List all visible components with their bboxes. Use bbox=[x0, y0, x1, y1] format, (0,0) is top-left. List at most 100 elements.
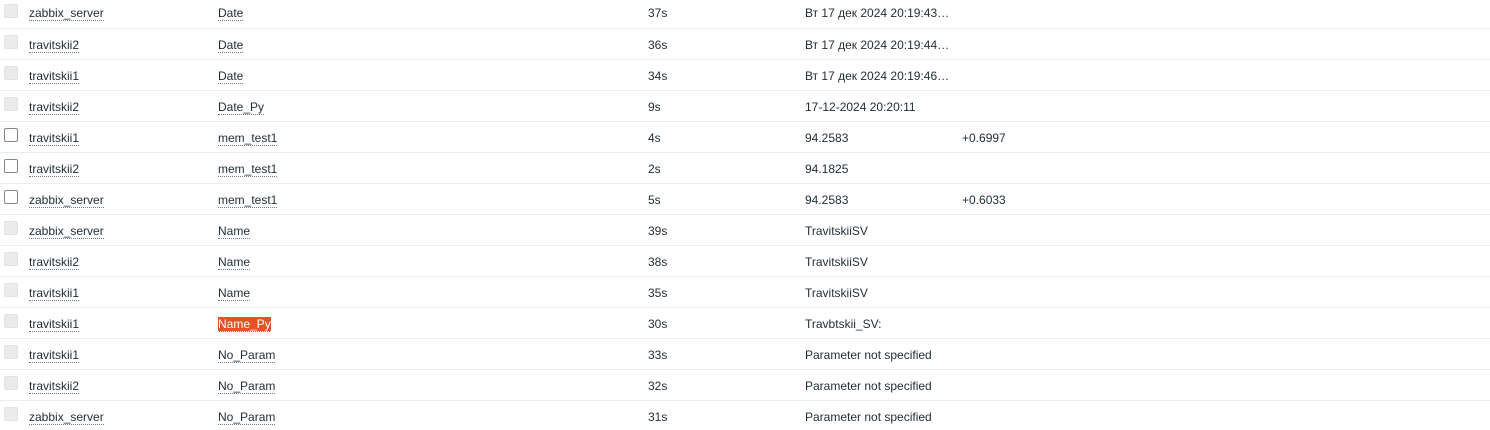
item-name-cell: No_Param bbox=[218, 379, 276, 394]
table-row: travitskii2 Date_Py 9s 17-12-2024 20:20:11 bbox=[0, 91, 1490, 122]
row-select-checkbox[interactable] bbox=[4, 128, 18, 142]
host-link[interactable]: travitskii1 bbox=[29, 286, 80, 301]
last-check-age: 9s bbox=[648, 100, 661, 114]
item-name-link[interactable]: Name_Py bbox=[218, 317, 271, 332]
last-check-age: 5s bbox=[648, 193, 661, 207]
host-link[interactable]: zabbix_server bbox=[29, 6, 104, 21]
row-select-checkbox bbox=[4, 376, 18, 390]
host-link[interactable]: zabbix_server bbox=[29, 410, 104, 425]
row-select-checkbox[interactable] bbox=[4, 159, 18, 173]
host-link[interactable]: travitskii2 bbox=[29, 255, 80, 270]
row-select-checkbox bbox=[4, 345, 18, 359]
last-check-age: 33s bbox=[648, 348, 668, 362]
table-row: travitskii2 Name 38s TravitskiiSV bbox=[0, 246, 1490, 277]
value-change: +0.6033 bbox=[962, 193, 1006, 207]
table-row: travitskii1 No_Param 33s Parameter not spec… bbox=[0, 339, 1490, 370]
item-name-link[interactable]: No_Param bbox=[218, 379, 276, 394]
item-name-link[interactable]: Name bbox=[218, 224, 251, 239]
last-value: Parameter not specified bbox=[805, 379, 932, 393]
last-check-age: 38s bbox=[648, 255, 668, 269]
table-row: travitskii1 mem_test1 4s 94.2583 +0.6997 bbox=[0, 122, 1490, 153]
last-check-age: 37s bbox=[648, 6, 668, 20]
host-link[interactable]: travitskii1 bbox=[29, 348, 80, 363]
last-value: 94.1825 bbox=[805, 162, 849, 176]
item-name-cell: Name bbox=[218, 224, 251, 239]
item-name-link[interactable]: No_Param bbox=[218, 348, 276, 363]
last-check-age: 32s bbox=[648, 379, 668, 393]
row-select-checkbox bbox=[4, 4, 18, 18]
last-value: TravitskiiSV bbox=[805, 224, 868, 238]
item-name-cell: mem_test1 bbox=[218, 162, 278, 177]
last-check-age: 35s bbox=[648, 286, 668, 300]
last-value: Вт 17 дек 2024 20:19:46… bbox=[805, 69, 950, 83]
last-value: Travbtskii_SV: bbox=[805, 317, 882, 331]
item-name-cell: No_Param bbox=[218, 410, 276, 425]
last-value: TravitskiiSV bbox=[805, 286, 868, 300]
last-check-age: 39s bbox=[648, 224, 668, 238]
item-name-link[interactable]: Date bbox=[218, 38, 244, 53]
item-name-link[interactable]: Date bbox=[218, 6, 244, 21]
row-select-checkbox bbox=[4, 283, 18, 297]
item-name-cell: Name_Py bbox=[218, 317, 271, 332]
item-name-cell: Date bbox=[218, 6, 244, 21]
row-select-checkbox[interactable] bbox=[4, 190, 18, 204]
item-name-link[interactable]: mem_test1 bbox=[218, 193, 278, 208]
last-value: Вт 17 дек 2024 20:19:43… bbox=[805, 6, 950, 20]
table-row: zabbix_server mem_test1 5s 94.2583 +0.6033 bbox=[0, 184, 1490, 215]
item-name-cell: No_Param bbox=[218, 348, 276, 363]
table-row: zabbix_server No_Param 31s Parameter not sp… bbox=[0, 401, 1490, 430]
table-row: travitskii1 Name 35s TravitskiiSV bbox=[0, 277, 1490, 308]
last-check-age: 36s bbox=[648, 38, 668, 52]
item-name-link[interactable]: Name bbox=[218, 286, 251, 301]
item-name-link[interactable]: mem_test1 bbox=[218, 162, 278, 177]
last-check-age: 31s bbox=[648, 410, 668, 424]
host-link[interactable]: travitskii2 bbox=[29, 162, 80, 177]
row-select-checkbox bbox=[4, 407, 18, 421]
item-name-cell: mem_test1 bbox=[218, 193, 278, 208]
item-name-cell: Date bbox=[218, 38, 244, 53]
row-select-checkbox bbox=[4, 252, 18, 266]
table-row: travitskii2 mem_test1 2s 94.1825 bbox=[0, 153, 1490, 184]
row-select-checkbox bbox=[4, 97, 18, 111]
item-name-link[interactable]: Name bbox=[218, 255, 251, 270]
item-name-cell: Date bbox=[218, 69, 244, 84]
host-link[interactable]: zabbix_server bbox=[29, 224, 104, 239]
last-value: Вт 17 дек 2024 20:19:44… bbox=[805, 38, 950, 52]
table-row: zabbix_server Date 37s Вт 17 дек 2024 20:19… bbox=[0, 0, 1490, 29]
host-link[interactable]: travitskii2 bbox=[29, 38, 80, 53]
item-name-link[interactable]: Date bbox=[218, 69, 244, 84]
row-select-checkbox bbox=[4, 66, 18, 80]
item-name-link[interactable]: No_Param bbox=[218, 410, 276, 425]
host-link[interactable]: travitskii1 bbox=[29, 131, 80, 146]
last-value: Parameter not specified bbox=[805, 348, 932, 362]
table-row: zabbix_server Name 39s TravitskiiSV bbox=[0, 215, 1490, 246]
row-select-checkbox bbox=[4, 221, 18, 235]
value-change: +0.6997 bbox=[962, 131, 1006, 145]
table-row: travitskii1 Date 34s Вт 17 дек 2024 20:19:4… bbox=[0, 60, 1490, 91]
item-name-cell: Name bbox=[218, 255, 251, 270]
item-name-cell: Name bbox=[218, 286, 251, 301]
row-select-checkbox bbox=[4, 314, 18, 328]
item-name-cell: Date_Py bbox=[218, 100, 265, 115]
last-check-age: 34s bbox=[648, 69, 668, 83]
host-link[interactable]: travitskii2 bbox=[29, 379, 80, 394]
host-link[interactable]: zabbix_server bbox=[29, 193, 104, 208]
item-name-link[interactable]: Date_Py bbox=[218, 100, 265, 115]
last-value: 17-12-2024 20:20:11 bbox=[805, 100, 916, 114]
last-check-age: 2s bbox=[648, 162, 661, 176]
last-value: Parameter not specified bbox=[805, 410, 932, 424]
host-link[interactable]: travitskii1 bbox=[29, 317, 80, 332]
table-row: travitskii2 Date 36s Вт 17 дек 2024 20:19:4… bbox=[0, 29, 1490, 60]
last-value: TravitskiiSV bbox=[805, 255, 868, 269]
item-name-cell: mem_test1 bbox=[218, 131, 278, 146]
row-select-checkbox bbox=[4, 35, 18, 49]
last-value: 94.2583 bbox=[805, 193, 849, 207]
last-check-age: 4s bbox=[648, 131, 661, 145]
last-check-age: 30s bbox=[648, 317, 668, 331]
host-link[interactable]: travitskii1 bbox=[29, 69, 80, 84]
table-row: travitskii1 Name_Py 30s Travbtskii_SV: bbox=[0, 308, 1490, 339]
item-name-link[interactable]: mem_test1 bbox=[218, 131, 278, 146]
host-link[interactable]: travitskii2 bbox=[29, 100, 80, 115]
last-value: 94.2583 bbox=[805, 131, 849, 145]
